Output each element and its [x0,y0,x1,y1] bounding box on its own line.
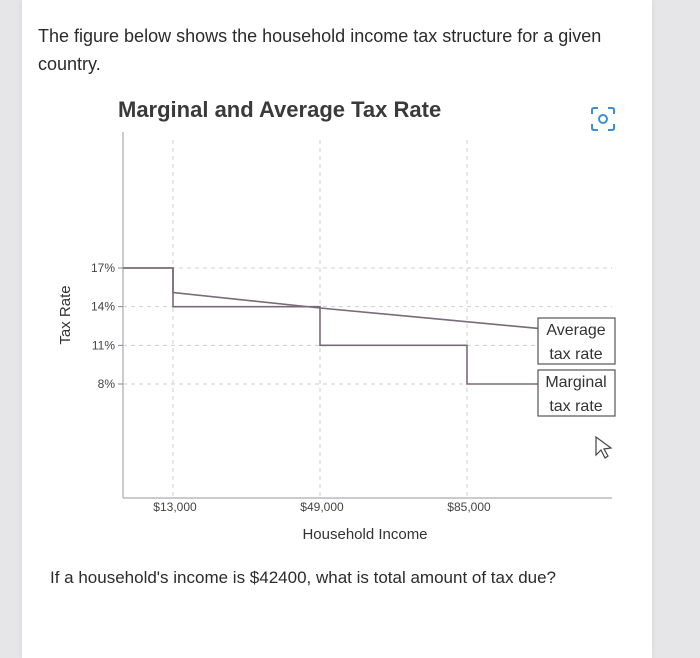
legend-label-1-line2: tax rate [549,398,602,415]
y-tick-label-2: 14% [91,300,115,314]
y-tick-label-0: 8% [98,377,116,391]
screenshot-icon [591,107,615,131]
cursor-arrow-icon [595,435,613,459]
tax-rate-chart: 8% 11% 14% 17% $13,000 $49,000 $85,000 Househol… [57,132,616,543]
legend-label-1-line1: Marginal [545,374,606,391]
y-axis-label: Tax Rate [57,285,74,344]
y-tick-label-1: 11% [92,338,115,352]
legend-label-0-line2: tax rate [549,346,602,363]
screenshot-button[interactable] [588,104,618,134]
legend-box-1 [537,369,616,417]
x-tick-label-1: $49,000 [300,500,344,514]
intro-text: The figure below shows the household inc… [38,26,602,74]
series-line-0 [123,267,541,330]
series-line-1 [123,267,540,385]
chart-title: Marginal and Average Tax Rate [118,97,442,122]
legend-box-0 [537,317,616,365]
x-axis-label: Household Income [302,526,427,543]
x-tick-label-2: $85,000 [447,500,491,514]
x-tick-label-0: $13,000 [153,500,197,514]
legend-label-0-line1: Average [546,322,605,339]
question-text: If a household's income is $42400, what … [50,568,557,587]
y-tick-label-3: 17% [91,261,115,275]
